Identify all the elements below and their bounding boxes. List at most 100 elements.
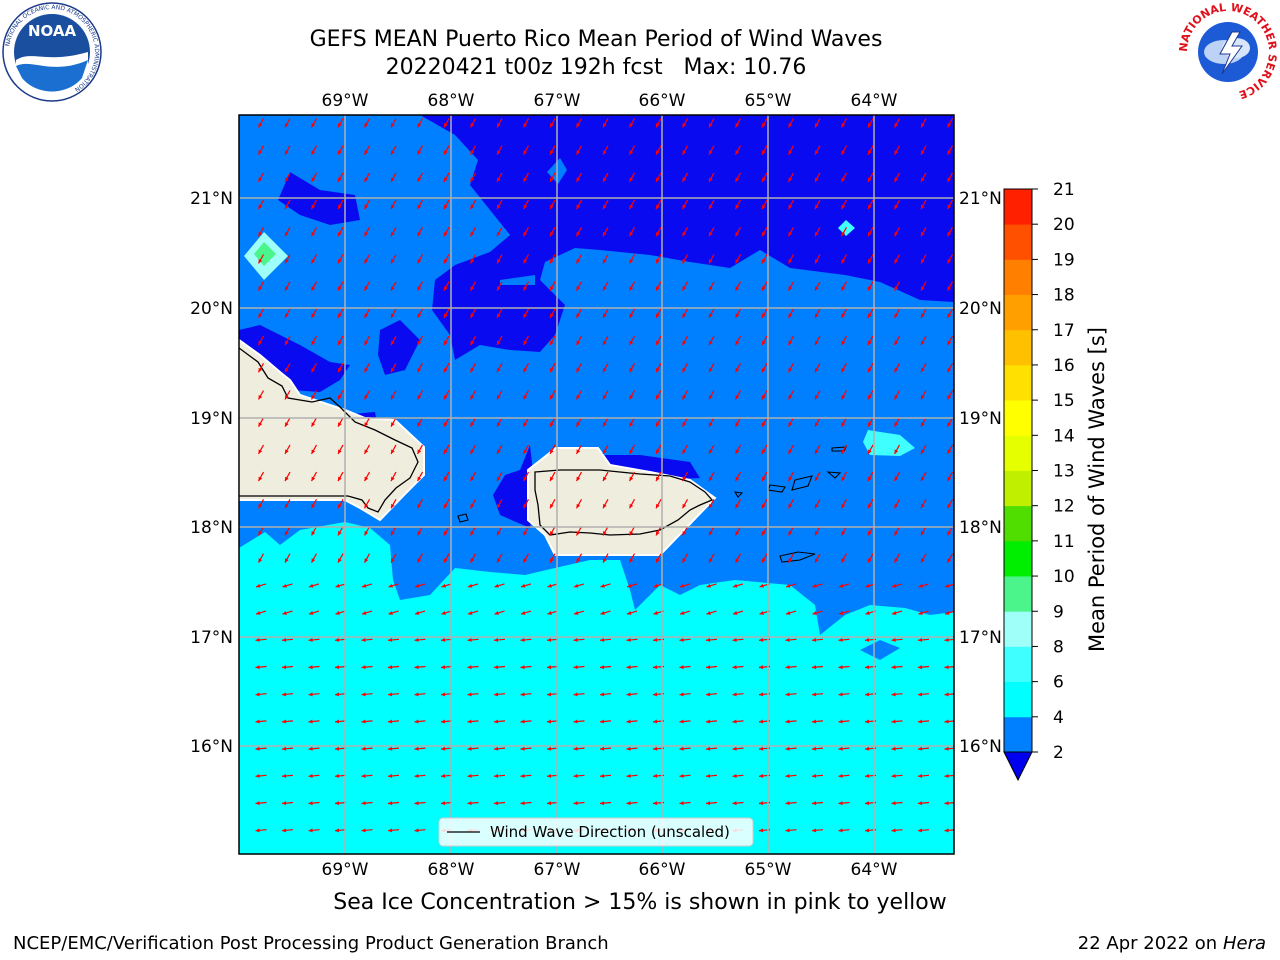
wind-wave-arrowhead <box>788 259 793 264</box>
wind-wave-arrowhead <box>600 611 605 615</box>
wind-wave-arrowhead <box>947 476 952 482</box>
wind-wave-arrowhead <box>444 395 448 400</box>
lat-labels-left: 21°N 20°N 19°N 18°N 17°N 16°N <box>190 189 233 757</box>
wind-wave-arrowhead <box>521 611 526 615</box>
wind-wave-arrowhead <box>364 150 369 155</box>
wind-wave-arrowhead <box>944 665 949 670</box>
wind-wave-arrowhead <box>868 503 872 509</box>
colorbar-level-box <box>1004 470 1032 507</box>
wind-wave-arrowhead <box>338 123 342 128</box>
wind-wave-arrowhead <box>444 476 448 482</box>
credit-branch: NCEP/EMC/Verification Post Processing Pr… <box>13 933 609 954</box>
wind-wave-arrowhead <box>364 422 369 427</box>
wind-wave-arrowhead <box>573 692 578 697</box>
colorbar-title: Mean Period of Wind Waves [s] <box>1085 327 1109 652</box>
colorbar-level-box <box>1004 576 1032 612</box>
wind-wave-arrowhead <box>603 259 607 264</box>
wind-wave-arrowhead <box>865 637 870 642</box>
wind-wave-arrowhead <box>574 611 579 615</box>
wind-wave-arrowhead <box>576 476 581 482</box>
wind-wave-arrowhead <box>414 801 419 806</box>
wind-wave-arrowhead <box>838 637 843 642</box>
wind-wave-arrowhead <box>391 422 395 427</box>
wind-wave-arrowhead <box>892 611 897 615</box>
wind-wave-arrowhead <box>470 204 475 210</box>
wind-wave-arrowhead <box>285 476 289 482</box>
wind-wave-arrowhead <box>735 422 740 427</box>
wind-wave-arrowhead <box>311 340 316 346</box>
wind-wave-arrowhead <box>815 531 819 536</box>
wind-wave-arrowhead <box>785 828 790 833</box>
wind-wave-arrowhead <box>391 286 395 291</box>
wind-wave-arrowhead <box>576 449 581 454</box>
wind-wave-arrowhead <box>391 476 395 482</box>
wind-wave-arrowhead <box>388 828 393 833</box>
wind-wave-arrowhead <box>709 422 713 427</box>
wind-wave-arrowhead <box>735 204 740 210</box>
wind-wave-arrowhead <box>788 422 793 427</box>
wind-wave-arrowhead <box>470 531 475 536</box>
wind-wave-arrowhead <box>629 259 634 264</box>
wind-wave-arrowhead <box>497 558 501 563</box>
wind-wave-arrowhead <box>709 286 713 291</box>
wind-wave-arrowhead <box>550 476 554 482</box>
wind-wave-arrowhead <box>520 637 525 642</box>
wind-wave-arrowhead <box>788 367 793 373</box>
wind-wave-arrowhead <box>414 746 419 751</box>
lon-labels-top: 69°W 68°W 67°W 66°W 65°W 64°W <box>322 91 898 111</box>
wind-wave-arrowhead <box>417 395 422 400</box>
wind-wave-arrowhead <box>894 503 899 509</box>
wind-wave-arrowhead <box>868 231 872 237</box>
wind-wave-arrowhead <box>868 531 872 536</box>
wind-wave-arrowhead <box>388 692 393 697</box>
wind-wave-arrowhead <box>894 449 899 454</box>
wind-wave-arrowhead <box>679 746 684 751</box>
wind-wave-arrowhead <box>497 177 501 182</box>
wind-wave-arrowhead <box>362 583 367 588</box>
wind-wave-arrowhead <box>282 828 287 833</box>
wind-wave-arrowhead <box>497 422 501 427</box>
wind-wave-arrowhead <box>894 340 899 346</box>
wind-wave-arrowhead <box>494 583 499 588</box>
wind-wave-arrowhead <box>523 422 528 427</box>
wind-wave-arrowhead <box>550 204 554 210</box>
wind-wave-arrowhead <box>335 583 340 588</box>
credit-date-text: 22 Apr 2022 on <box>1077 933 1223 954</box>
wind-wave-arrowhead <box>709 395 713 400</box>
wind-wave-arrowhead <box>656 231 660 237</box>
colorbar-level-box <box>1004 329 1032 366</box>
wind-wave-arrowhead <box>523 231 528 237</box>
puerto-rico-coastline <box>534 469 714 536</box>
colorbar-tick-label: 20 <box>1053 215 1075 235</box>
wind-wave-arrowhead <box>444 231 448 237</box>
wind-wave-arrowhead <box>706 637 711 642</box>
wind-wave-arrowhead <box>629 558 634 563</box>
wind-wave-arrowhead <box>629 123 634 128</box>
wind-wave-arrowhead <box>282 611 287 615</box>
wind-wave-arrowhead <box>762 476 766 482</box>
wind-wave-arrowhead <box>868 558 872 563</box>
wind-wave-arrowhead <box>894 177 899 182</box>
wind-wave-arrowhead <box>709 340 713 346</box>
wind-wave-arrowhead <box>735 286 740 291</box>
wind-wave-arrowhead <box>921 150 925 155</box>
wind-wave-arrowhead <box>494 611 499 615</box>
wind-wave-arrowhead <box>470 313 475 318</box>
wind-wave-arrowhead <box>944 828 949 833</box>
wind-wave-arrowhead <box>732 746 737 751</box>
wind-wave-arrowhead <box>258 395 263 400</box>
wind-wave-arrowhead <box>258 531 263 536</box>
wind-wave-arrowhead <box>629 367 634 373</box>
wind-wave-arrowhead <box>865 773 870 778</box>
wind-wave-arrowhead <box>788 123 793 128</box>
map-frame <box>238 114 955 855</box>
wind-wave-arrowhead <box>788 204 793 210</box>
map-plot-area <box>239 115 954 854</box>
wind-wave-arrowhead <box>812 665 817 670</box>
wind-wave-arrowhead <box>682 367 687 373</box>
wind-wave-arrowhead <box>947 422 952 427</box>
wind-wave-arrowhead <box>788 313 793 318</box>
wind-wave-arrowhead <box>547 719 552 724</box>
wind-wave-arrowhead <box>629 286 634 291</box>
period-6-8-patch <box>863 430 915 456</box>
